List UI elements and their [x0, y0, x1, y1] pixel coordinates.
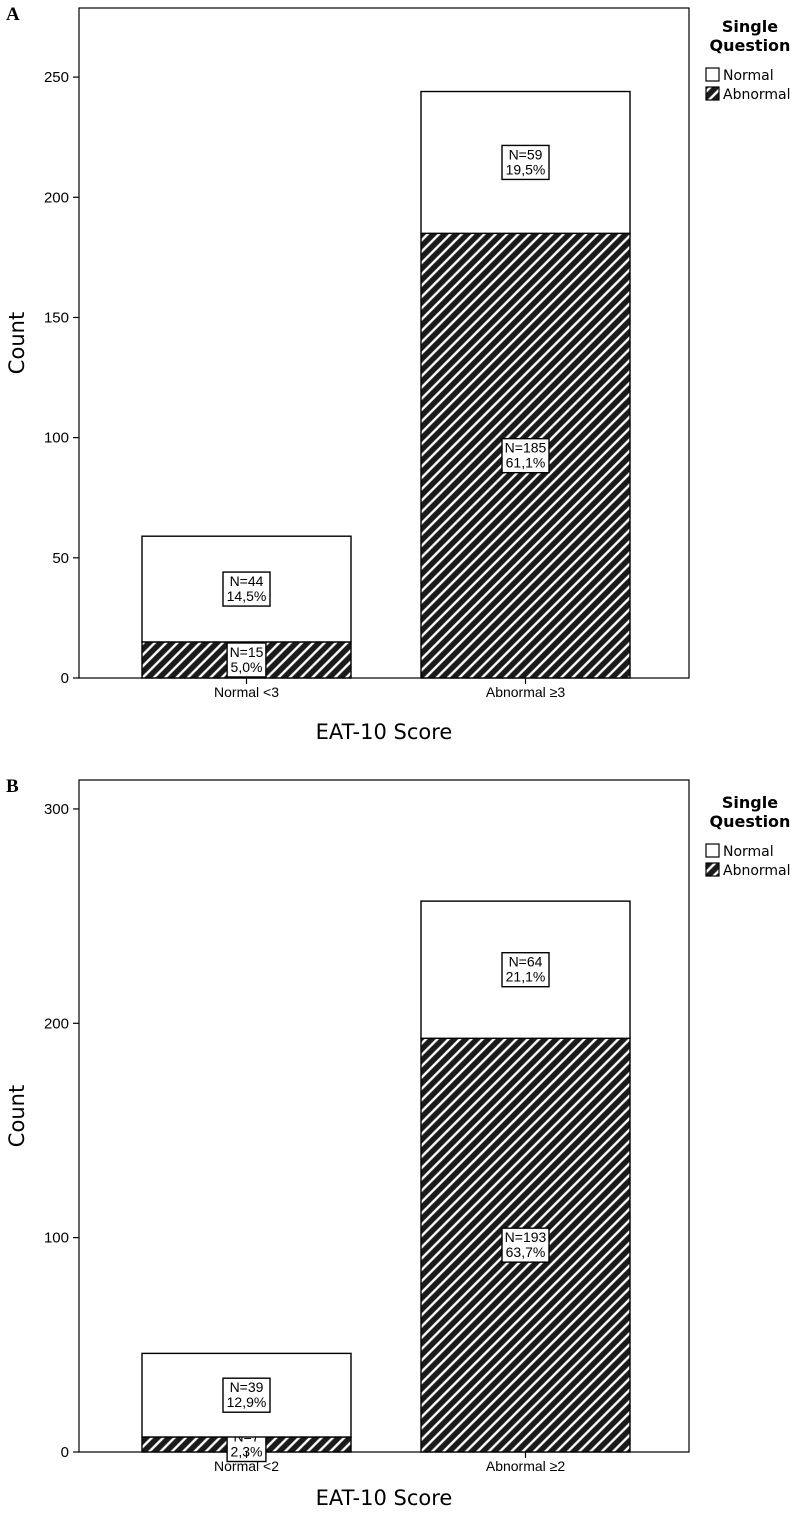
- y-tick-label: 200: [44, 1015, 69, 1032]
- data-label: 61,1%: [506, 455, 546, 471]
- y-tick-label: 0: [61, 670, 69, 687]
- panel-label: A: [6, 4, 20, 25]
- x-tick-label: Normal <2: [214, 1458, 279, 1474]
- data-label: N=59: [509, 146, 543, 162]
- data-label: N=193: [505, 1229, 547, 1245]
- data-label: 19,5%: [506, 161, 546, 177]
- data-label: N=15: [230, 644, 264, 660]
- data-label-box: [222, 1377, 271, 1413]
- data-label: N=44: [230, 573, 264, 589]
- data-label: 2,3%: [231, 1443, 263, 1459]
- legend-title: Single: [722, 793, 778, 812]
- y-axis-title: Count: [5, 312, 29, 374]
- y-axis-title: Count: [5, 1085, 29, 1147]
- y-axis: 0 100 200 300: [44, 801, 79, 1461]
- data-label: N=39: [230, 1379, 264, 1395]
- y-tick-label: 0: [61, 1444, 69, 1461]
- data-label-box: [501, 1227, 550, 1263]
- plot-frame: [78, 779, 690, 1453]
- x-axis-title: EAT-10 Score: [316, 1486, 453, 1510]
- legend-label: Abnormal: [723, 863, 791, 879]
- panel-label: B: [6, 776, 19, 797]
- data-label: N=64: [509, 954, 543, 970]
- legend-swatch-abnormal: [705, 862, 720, 877]
- legend-swatch-normal: [705, 843, 720, 858]
- plot-frame: [78, 7, 690, 679]
- data-label: 63,7%: [506, 1244, 546, 1260]
- y-tick-label: 100: [44, 430, 69, 447]
- legend-label: Abnormal: [723, 87, 791, 103]
- data-label-box: [222, 571, 271, 607]
- y-tick-label: 150: [44, 309, 69, 326]
- legend-title: Question: [710, 36, 791, 55]
- data-label: 21,1%: [506, 969, 546, 985]
- data-label: N=185: [505, 440, 547, 456]
- data-label: 14,5%: [227, 588, 267, 604]
- y-tick-label: 200: [44, 189, 69, 206]
- legend-swatch-abnormal: [705, 86, 720, 101]
- chart-panel-b: B0100200300CountN=72,3%N=3912,9%N=19363,…: [5, 776, 791, 1510]
- data-label-box: [501, 952, 550, 988]
- x-tick-label: Abnormal ≥2: [486, 1458, 565, 1474]
- data-label: 12,9%: [227, 1394, 267, 1410]
- legend-label: Normal: [723, 844, 774, 860]
- data-label-box: [501, 437, 550, 474]
- x-tick-label: Normal <3: [214, 684, 279, 700]
- legend-title: Single: [722, 17, 778, 36]
- y-tick-label: 250: [44, 69, 69, 86]
- data-label-box: [226, 642, 267, 678]
- x-tick-label: Abnormal ≥3: [486, 684, 565, 700]
- legend-swatch-normal: [705, 67, 720, 82]
- legend-label: Normal: [723, 68, 774, 84]
- y-tick-label: 50: [52, 550, 69, 567]
- data-label-box: [501, 144, 550, 181]
- y-axis: 0 50 100 150 200 250: [44, 69, 79, 687]
- y-tick-label: 100: [44, 1230, 69, 1247]
- data-label: 5,0%: [231, 659, 263, 675]
- x-axis-title: EAT-10 Score: [316, 720, 453, 744]
- legend-title: Question: [710, 812, 791, 831]
- y-tick-label: 300: [44, 801, 69, 818]
- chart-panel-a: A050100150200250CountN=155,0%N=4414,5%N=…: [5, 4, 791, 744]
